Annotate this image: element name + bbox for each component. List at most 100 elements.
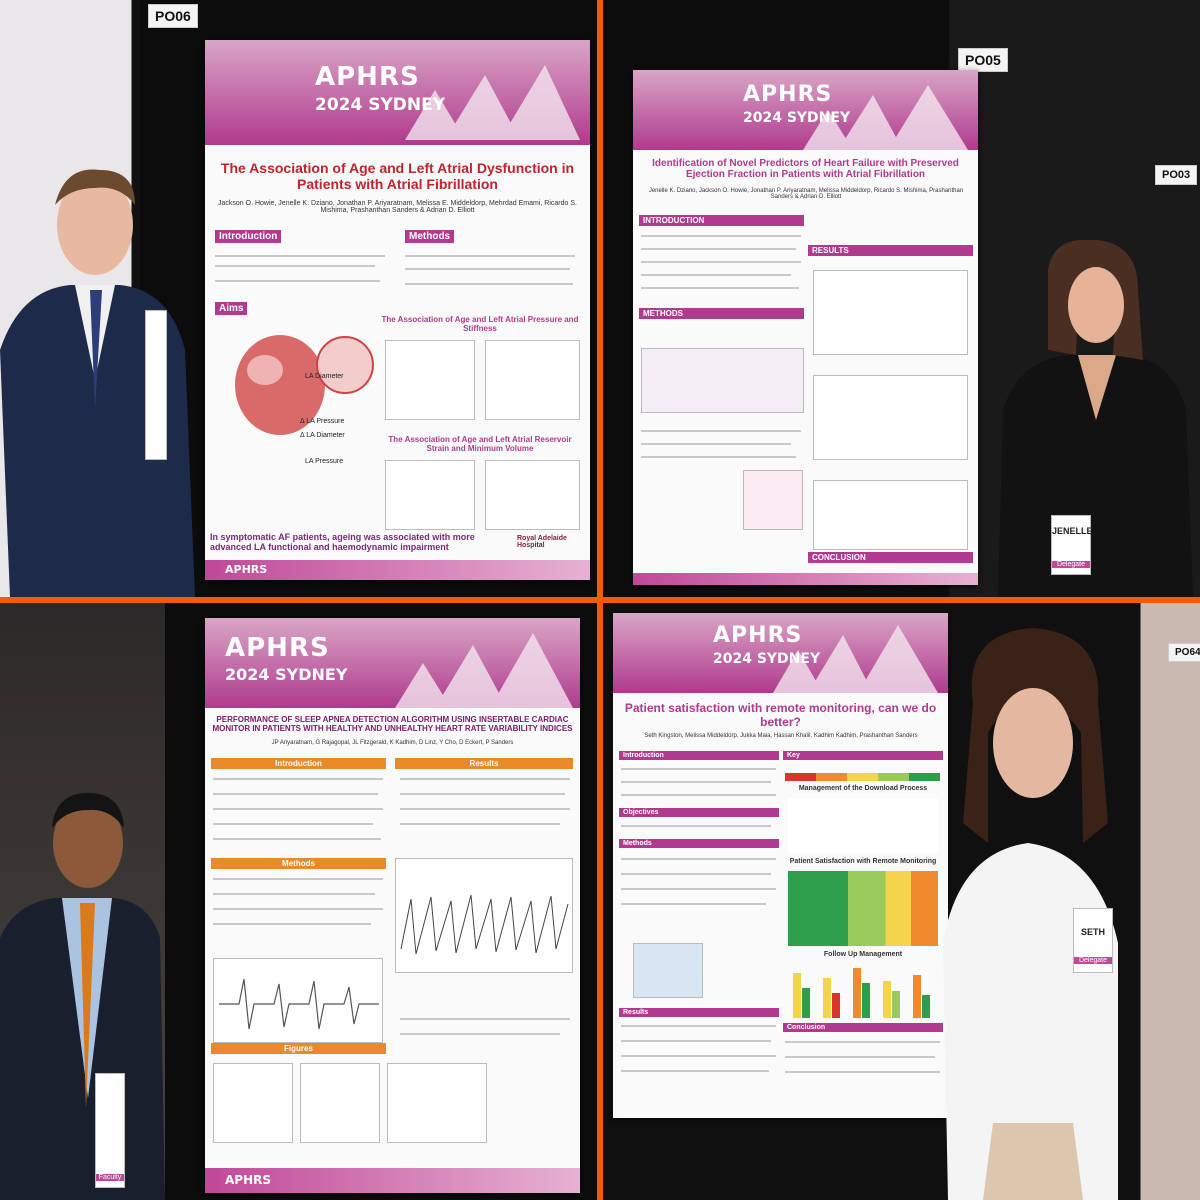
text-block	[400, 808, 570, 810]
badge-role: Faculty	[96, 1174, 124, 1181]
section-objectives: Objectives	[619, 808, 779, 817]
text-block	[405, 255, 575, 257]
poster-banner: APHRS 2024 SYDNEY	[633, 70, 978, 150]
section-key: Key	[783, 751, 943, 760]
text-block	[213, 878, 383, 880]
text-block	[215, 280, 380, 282]
text-block	[405, 268, 570, 270]
device-image	[633, 943, 703, 998]
chart-title-2: The Association of Age and Left Atrial R…	[388, 435, 572, 453]
text-block	[641, 456, 796, 458]
text-block	[641, 261, 801, 263]
invasive-measurement-image	[743, 470, 803, 530]
heart-diagram	[235, 335, 374, 435]
text-block	[621, 873, 771, 875]
section-aims: Aims	[215, 302, 248, 315]
presenter-photo	[0, 169, 195, 597]
poster: APHRS 2024 SYDNEY Identification of Nove…	[633, 70, 978, 585]
poster-footer	[633, 573, 978, 585]
presenter-photo	[0, 793, 165, 1200]
poster-authors: Seth Kingston, Melissa Middeldorp, Jukka…	[644, 733, 918, 739]
section-results: Results	[395, 758, 573, 769]
name-badge: Faculty	[95, 1073, 125, 1188]
poster-footer: APHRS	[205, 560, 590, 580]
chart-title-3: Follow Up Management	[823, 951, 903, 958]
conference-logo: APHRS	[743, 82, 833, 107]
section-methods: METHODS	[639, 308, 804, 319]
text-block	[621, 858, 776, 860]
diagram-label: LA Pressure	[305, 458, 344, 465]
text-block	[621, 781, 771, 783]
text-block	[400, 793, 565, 795]
text-block	[400, 1018, 570, 1020]
board-label: PO05	[958, 48, 1008, 72]
grouped-bar-chart	[793, 968, 930, 1018]
heart-rate-chart	[395, 858, 573, 973]
poster: APHRS 2024 SYDNEY The Association of Age…	[205, 40, 590, 580]
poster-title: PERFORMANCE OF SLEEP APNEA DETECTION ALG…	[212, 715, 573, 733]
heart-rate-trace	[400, 894, 569, 955]
poster-footer: APHRS	[205, 1168, 580, 1193]
bland-altman-figure	[387, 1063, 487, 1143]
badge-role: Delegate	[1052, 561, 1090, 568]
lanyard-badge	[145, 310, 167, 460]
text-block	[621, 888, 776, 890]
text-block	[213, 808, 383, 810]
scatter-figure-b	[300, 1063, 380, 1143]
photo-top-right: PO05 PO03 APHRS 2024 SYDNEY Identificati…	[603, 0, 1200, 597]
poster-authors: JP Ariyaratnam, G Rajagopal, JL Fitzgera…	[271, 740, 514, 746]
presenter-photo	[998, 240, 1193, 597]
conference-logo: APHRS	[225, 633, 330, 663]
poster-authors: Jackson O. Howie, Jenelle K. Dziano, Jon…	[218, 200, 577, 214]
poster: APHRS 2024 SYDNEY PERFORMANCE OF SLEEP A…	[205, 618, 580, 1193]
photo-bottom-right: PO64 APHRS 2024 SYDNEY Patient satisfact…	[603, 603, 1200, 1200]
opera-house-graphic	[803, 85, 968, 150]
badge-role: Delegate	[1074, 957, 1112, 964]
likert-key	[785, 773, 940, 781]
text-block	[215, 255, 385, 257]
section-conclusion: Conclusion	[783, 1023, 943, 1032]
text-block	[641, 235, 801, 237]
photo-top-left: PO06 APHRS 2024 SYDNEY The Association o…	[0, 0, 597, 597]
text-block	[621, 825, 771, 827]
footer-logo: APHRS	[225, 1173, 272, 1187]
section-introduction: Introduction	[211, 758, 386, 769]
conference-year: 2024 SYDNEY	[743, 110, 851, 126]
section-methods: Methods	[211, 858, 386, 869]
poster-title: Patient satisfaction with remote monitor…	[624, 701, 937, 729]
bar-chart-row-1	[813, 270, 968, 355]
bar-chart-row-3	[813, 480, 968, 550]
diagram-label: Δ LA Diameter	[300, 432, 345, 439]
section-results: Results	[619, 1008, 779, 1017]
text-block	[213, 923, 371, 925]
conference-year: 2024 SYDNEY	[713, 651, 821, 667]
text-block	[785, 1041, 940, 1043]
text-block	[621, 1040, 771, 1042]
conference-logo: APHRS	[713, 623, 803, 648]
text-block	[785, 1056, 935, 1058]
conference-year: 2024 SYDNEY	[315, 95, 446, 115]
text-block	[641, 430, 801, 432]
scatter-chart-1	[385, 340, 475, 420]
bar-chart-row-2	[813, 375, 968, 460]
opera-house-graphic	[405, 65, 580, 140]
chart-title-1: Management of the Download Process	[798, 785, 928, 792]
text-block	[641, 287, 799, 289]
poster-title: The Association of Age and Left Atrial D…	[220, 160, 575, 192]
text-block	[621, 903, 766, 905]
badge-name: SETH	[1080, 927, 1105, 937]
poster-banner: APHRS 2024 SYDNEY	[613, 613, 948, 693]
text-block	[621, 1055, 776, 1057]
stacked-bar-chart-1	[788, 798, 938, 853]
badge-name: JENELLE	[1052, 526, 1093, 536]
text-block	[213, 908, 383, 910]
text-block	[621, 794, 776, 796]
text-block	[213, 793, 378, 795]
chart-title-2: Patient Satisfaction with Remote Monitor…	[789, 858, 937, 865]
section-methods: Methods	[405, 230, 455, 243]
section-introduction: INTRODUCTION	[639, 215, 804, 226]
poster-banner: APHRS 2024 SYDNEY	[205, 40, 590, 145]
scatter-chart-3	[385, 460, 475, 530]
side-board-label: PO64	[1168, 643, 1200, 662]
text-block	[400, 823, 560, 825]
